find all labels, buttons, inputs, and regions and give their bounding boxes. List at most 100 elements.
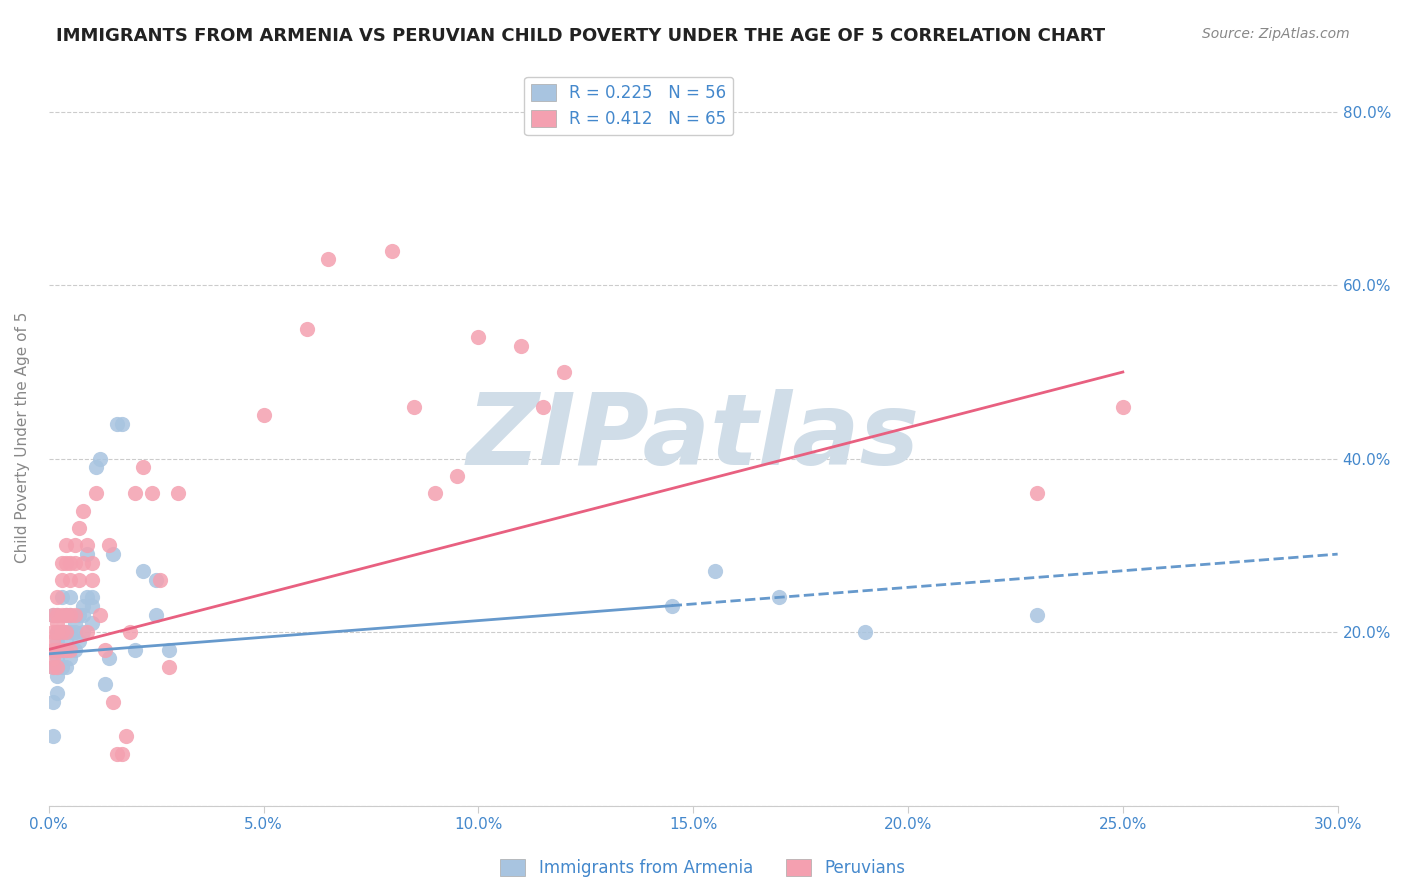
Point bbox=[149, 573, 172, 587]
Point bbox=[67, 521, 90, 535]
Point bbox=[42, 660, 65, 674]
Point bbox=[59, 573, 82, 587]
Point bbox=[51, 591, 73, 605]
Point bbox=[67, 573, 90, 587]
Point bbox=[51, 556, 73, 570]
Point bbox=[124, 486, 146, 500]
Point bbox=[63, 642, 86, 657]
Point bbox=[46, 625, 69, 640]
Legend: R = 0.225   N = 56, R = 0.412   N = 65: R = 0.225 N = 56, R = 0.412 N = 65 bbox=[524, 77, 733, 135]
Point bbox=[55, 607, 77, 622]
Point bbox=[46, 625, 69, 640]
Point bbox=[103, 547, 125, 561]
Point bbox=[124, 642, 146, 657]
Point bbox=[46, 633, 69, 648]
Text: IMMIGRANTS FROM ARMENIA VS PERUVIAN CHILD POVERTY UNDER THE AGE OF 5 CORRELATION: IMMIGRANTS FROM ARMENIA VS PERUVIAN CHIL… bbox=[56, 27, 1105, 45]
Point bbox=[703, 565, 725, 579]
Point bbox=[59, 607, 82, 622]
Point bbox=[111, 747, 134, 761]
Point bbox=[63, 625, 86, 640]
Text: ZIPatlas: ZIPatlas bbox=[467, 389, 920, 485]
Point bbox=[145, 607, 167, 622]
Point bbox=[46, 642, 69, 657]
Point bbox=[42, 633, 65, 648]
Point bbox=[107, 747, 129, 761]
Point bbox=[51, 625, 73, 640]
Point bbox=[89, 607, 111, 622]
Point bbox=[63, 607, 86, 622]
Point bbox=[42, 642, 65, 657]
Point bbox=[80, 599, 103, 614]
Point bbox=[59, 591, 82, 605]
Point bbox=[553, 365, 575, 379]
Point bbox=[111, 417, 134, 431]
Point bbox=[51, 642, 73, 657]
Point bbox=[59, 625, 82, 640]
Point bbox=[97, 651, 120, 665]
Point bbox=[446, 469, 468, 483]
Point bbox=[42, 607, 65, 622]
Point bbox=[55, 642, 77, 657]
Point bbox=[80, 556, 103, 570]
Point bbox=[46, 616, 69, 631]
Point bbox=[42, 729, 65, 743]
Point bbox=[59, 556, 82, 570]
Point bbox=[141, 486, 163, 500]
Point bbox=[661, 599, 683, 614]
Point bbox=[132, 460, 155, 475]
Point bbox=[93, 677, 115, 691]
Point bbox=[1025, 486, 1047, 500]
Point bbox=[381, 244, 404, 258]
Point bbox=[531, 400, 554, 414]
Text: Source: ZipAtlas.com: Source: ZipAtlas.com bbox=[1202, 27, 1350, 41]
Point bbox=[51, 573, 73, 587]
Y-axis label: Child Poverty Under the Age of 5: Child Poverty Under the Age of 5 bbox=[15, 311, 30, 563]
Point bbox=[55, 607, 77, 622]
Point bbox=[132, 565, 155, 579]
Point bbox=[93, 642, 115, 657]
Point bbox=[46, 660, 69, 674]
Point bbox=[252, 409, 274, 423]
Point bbox=[46, 686, 69, 700]
Point bbox=[51, 625, 73, 640]
Point bbox=[42, 694, 65, 708]
Point bbox=[63, 616, 86, 631]
Point bbox=[425, 486, 447, 500]
Point bbox=[1025, 607, 1047, 622]
Point bbox=[166, 486, 188, 500]
Point bbox=[63, 538, 86, 552]
Point bbox=[51, 625, 73, 640]
Point bbox=[97, 538, 120, 552]
Point bbox=[1112, 400, 1135, 414]
Point bbox=[467, 330, 489, 344]
Point bbox=[55, 625, 77, 640]
Point bbox=[42, 607, 65, 622]
Point bbox=[80, 591, 103, 605]
Point bbox=[42, 625, 65, 640]
Point bbox=[55, 625, 77, 640]
Point bbox=[51, 607, 73, 622]
Point bbox=[59, 642, 82, 657]
Point bbox=[63, 556, 86, 570]
Point bbox=[316, 252, 339, 267]
Point bbox=[84, 486, 107, 500]
Point bbox=[80, 616, 103, 631]
Point bbox=[120, 625, 142, 640]
Point bbox=[46, 651, 69, 665]
Point bbox=[145, 573, 167, 587]
Point bbox=[295, 321, 318, 335]
Point bbox=[76, 625, 98, 640]
Point bbox=[51, 642, 73, 657]
Point bbox=[55, 660, 77, 674]
Point bbox=[157, 642, 180, 657]
Point bbox=[76, 591, 98, 605]
Point bbox=[55, 556, 77, 570]
Point bbox=[853, 625, 876, 640]
Point bbox=[42, 651, 65, 665]
Point bbox=[42, 660, 65, 674]
Point bbox=[55, 642, 77, 657]
Point bbox=[59, 607, 82, 622]
Point bbox=[46, 607, 69, 622]
Point bbox=[76, 547, 98, 561]
Point bbox=[103, 694, 125, 708]
